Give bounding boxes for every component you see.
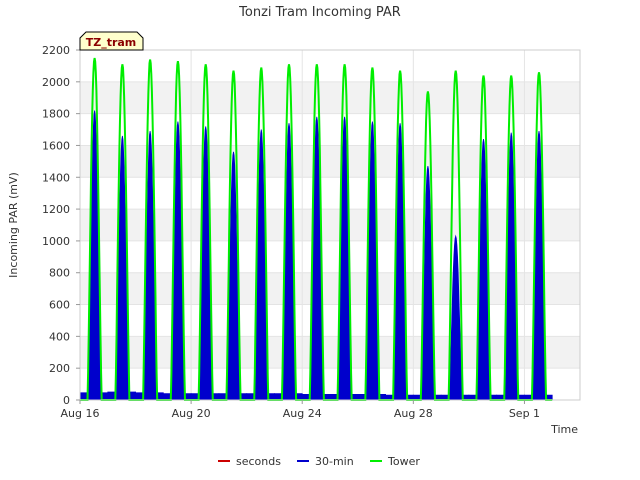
legend-item-Tower: Tower — [370, 455, 420, 468]
y-tick-label: 400 — [49, 330, 70, 343]
badge: TZ_tram — [79, 31, 144, 51]
grid-bands — [80, 81, 580, 369]
y-tick-label: 1600 — [42, 139, 70, 152]
legend-label: Tower — [387, 455, 420, 468]
x-tick-label: Aug 16 — [61, 407, 100, 420]
y-tick-label: 600 — [49, 299, 70, 312]
y-tick-label: 200 — [49, 362, 70, 375]
legend-item-seconds: seconds — [218, 455, 281, 468]
legend-item-30-min: 30-min — [297, 455, 354, 468]
legend: seconds 30-min Tower — [218, 455, 420, 468]
y-tick-label: 800 — [49, 267, 70, 280]
series-tower-line — [80, 57, 553, 401]
plot-area — [79, 49, 581, 401]
grid-band — [80, 145, 580, 178]
grid-band — [80, 336, 580, 369]
series-tower — [80, 57, 553, 401]
legend-label: 30-min — [315, 455, 354, 468]
y-tick-label: 1200 — [42, 203, 70, 216]
badge-shape — [79, 31, 144, 51]
x-axis-ticks: Aug 16 Aug 20 Aug 24 Aug 28 Sep 1 — [61, 400, 540, 420]
y-tick-label: 1800 — [42, 108, 70, 121]
y-tick-label: 0 — [63, 394, 70, 407]
grid-band — [80, 272, 580, 305]
y-tick-label: 2000 — [42, 76, 70, 89]
x-tick-label: Aug 24 — [283, 407, 322, 420]
chart-title: Tonzi Tram Incoming PAR — [238, 5, 401, 20]
grid-band — [80, 81, 580, 114]
x-tick-label: Sep 1 — [509, 407, 540, 420]
y-tick-label: 1400 — [42, 171, 70, 184]
badge-text: TZ_tram — [86, 36, 137, 49]
x-tick-label: Aug 20 — [172, 407, 211, 420]
plot-border — [79, 49, 581, 401]
legend-label: seconds — [236, 455, 281, 468]
y-tick-label: 2200 — [42, 44, 70, 57]
x-axis-title: Time — [550, 423, 578, 436]
y-axis-ticks: 0 200 400 600 800 1000 1200 1400 1600 1800 2000 220… — [42, 44, 80, 407]
y-tick-label: 1000 — [42, 235, 70, 248]
grid-band — [80, 209, 580, 241]
x-tick-label: Aug 28 — [394, 407, 433, 420]
y-axis-title: Incoming PAR (mV) — [7, 172, 20, 278]
